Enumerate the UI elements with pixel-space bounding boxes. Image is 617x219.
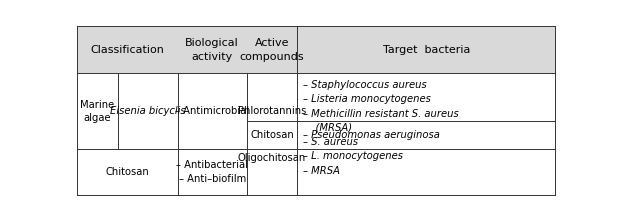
Text: Classification: Classification	[91, 45, 164, 55]
Text: Chitosan: Chitosan	[250, 130, 294, 140]
Bar	[77, 149, 555, 195]
Text: – Staphylococcus aureus
– Listeria monocytogenes
– Methicillin resistant S. aure: – Staphylococcus aureus – Listeria monoc…	[303, 80, 458, 133]
Text: Biological
activity: Biological activity	[185, 38, 239, 62]
Text: Target  bacteria: Target bacteria	[383, 45, 470, 55]
Text: – Antimicrobial: – Antimicrobial	[175, 106, 249, 117]
Text: Oligochitosan: Oligochitosan	[238, 153, 306, 163]
Text: Marine
algae: Marine algae	[80, 100, 115, 123]
Text: Phlorotannins: Phlorotannins	[238, 106, 306, 117]
Text: Eisenia bicyclis: Eisenia bicyclis	[110, 106, 186, 117]
Text: – Antibacterial
– Anti–biofilm: – Antibacterial – Anti–biofilm	[176, 160, 248, 184]
Bar	[77, 26, 555, 74]
Text: Chitosan: Chitosan	[106, 167, 149, 177]
Text: – S. aureus
– L. monocytogenes
– MRSA: – S. aureus – L. monocytogenes – MRSA	[303, 137, 403, 175]
Text: – Pseudomonas aeruginosa: – Pseudomonas aeruginosa	[303, 130, 440, 140]
Text: Active
compounds: Active compounds	[239, 38, 304, 62]
